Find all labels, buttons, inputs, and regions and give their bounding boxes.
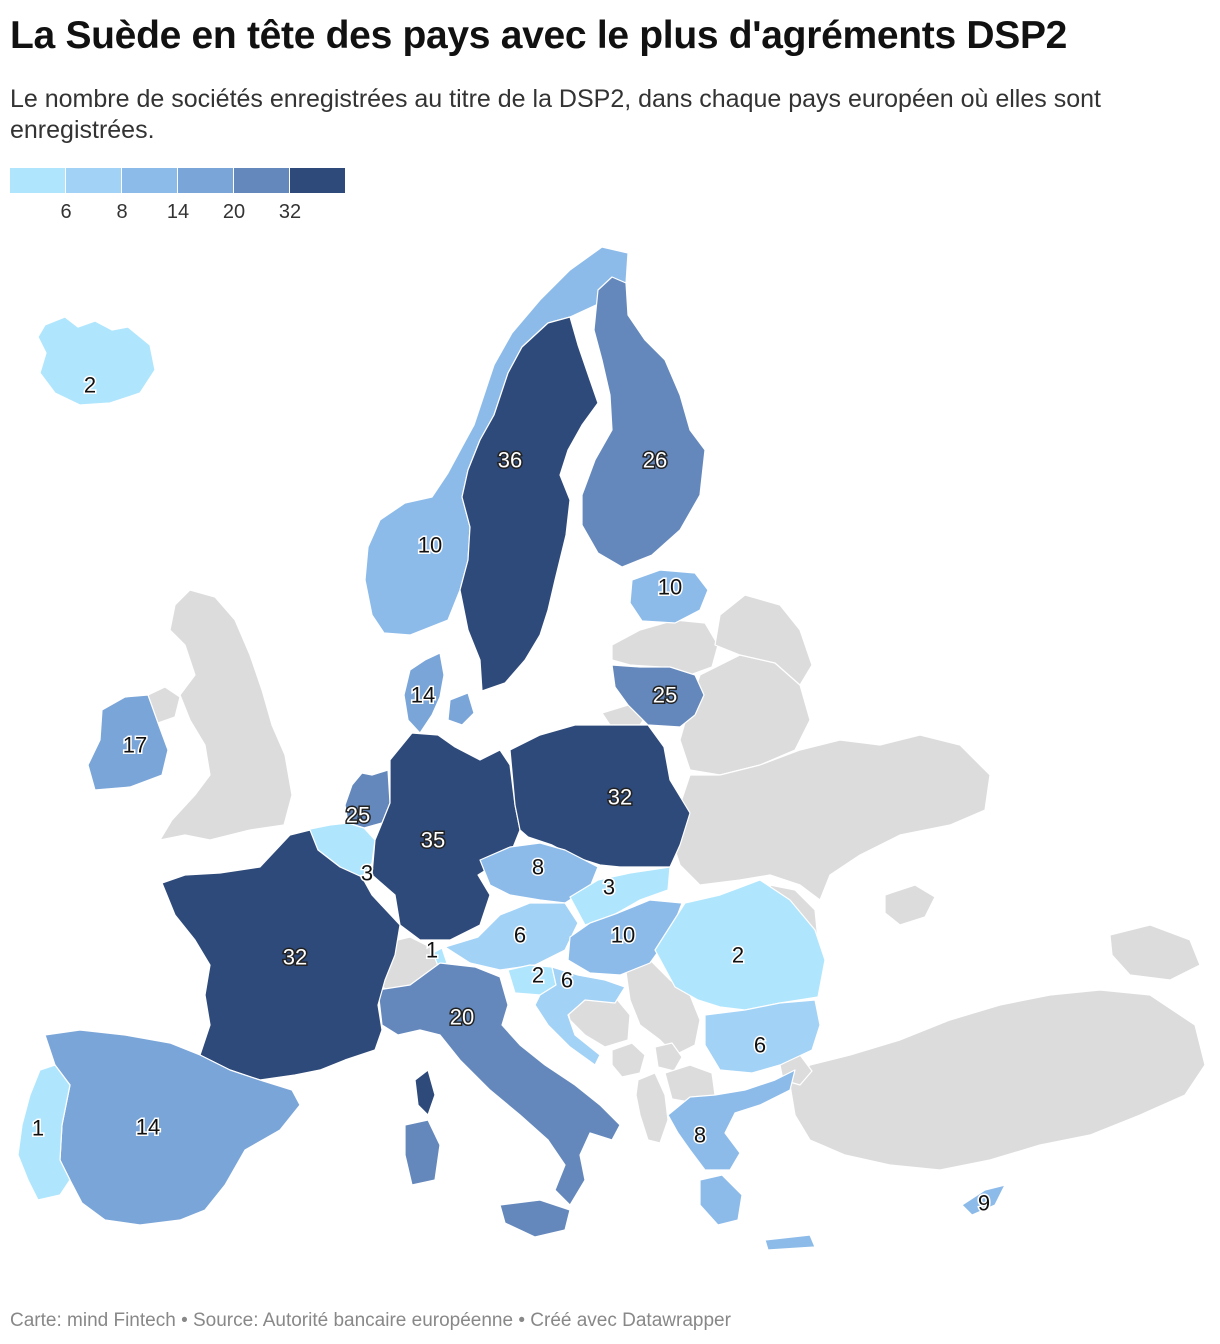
value-label-hungary: 10 — [611, 923, 635, 948]
russia-west — [714, 594, 813, 686]
value-label-iceland: 2 — [84, 373, 96, 398]
austria — [444, 902, 579, 971]
bulgaria — [704, 999, 821, 1074]
value-label-austria: 6 — [514, 923, 526, 948]
kosovo — [654, 1042, 683, 1072]
value-label-portugal: 1 — [32, 1116, 44, 1141]
legend-swatch-5 — [290, 168, 345, 193]
liechtenstein — [432, 947, 448, 967]
legend-swatch-0 — [10, 168, 65, 193]
germany — [371, 732, 521, 941]
legend-swatch-1 — [66, 168, 121, 193]
value-label-italy: 20 — [450, 1005, 474, 1030]
value-label-slovakia: 3 — [603, 875, 615, 900]
value-label-cyprus: 9 — [978, 1191, 990, 1216]
montenegro — [611, 1042, 646, 1078]
legend-swatch-4 — [234, 168, 289, 193]
chart-title: La Suède en tête des pays avec le plus d… — [10, 14, 1068, 57]
value-label-finland: 26 — [643, 448, 667, 473]
serbia — [624, 959, 701, 1056]
value-label-norway: 10 — [418, 533, 442, 558]
finland — [581, 276, 706, 568]
romania — [654, 879, 826, 1011]
value-label-slovenia: 2 — [532, 963, 544, 988]
albania — [635, 1072, 669, 1144]
color-legend: 6 8 14 20 32 — [10, 168, 346, 228]
value-label-france: 32 — [283, 945, 307, 970]
sweden — [459, 316, 599, 692]
value-label-belgium: 3 — [361, 861, 373, 886]
united-kingdom — [159, 589, 293, 841]
value-label-liechtenstein: 1 — [426, 938, 438, 963]
value-label-sweden: 36 — [498, 448, 522, 473]
value-label-croatia: 6 — [561, 968, 573, 993]
value-label-ireland: 17 — [123, 733, 147, 758]
turkey — [789, 989, 1206, 1171]
value-label-lithuania: 25 — [653, 683, 677, 708]
cyprus — [961, 1184, 1006, 1216]
lithuania — [611, 664, 705, 728]
france — [161, 829, 401, 1081]
data-countries — [17, 246, 1006, 1251]
iceland — [37, 316, 156, 406]
value-label-spain: 14 — [136, 1115, 160, 1140]
legend-swatches — [10, 168, 346, 193]
value-label-romania: 2 — [732, 943, 744, 968]
ireland — [87, 694, 169, 791]
value-label-germany: 35 — [421, 828, 445, 853]
estonia — [629, 569, 709, 624]
legend-tick: 8 — [116, 201, 128, 223]
italy — [377, 962, 621, 1238]
legend-swatch-2 — [122, 168, 177, 193]
georgia — [1109, 924, 1201, 981]
value-label-netherlands: 25 — [346, 803, 370, 828]
denmark — [403, 652, 475, 734]
legend-tick: 6 — [60, 201, 72, 223]
no-data-countries — [144, 589, 1206, 1171]
value-label-czechia: 8 — [532, 855, 544, 880]
value-label-estonia: 10 — [658, 575, 682, 600]
chart-footer: Carte: mind Fintech • Source: Autorité b… — [10, 1310, 731, 1331]
legend-swatch-3 — [178, 168, 233, 193]
legend-tick: 32 — [278, 201, 302, 223]
value-label-poland: 32 — [608, 785, 632, 810]
value-label-denmark: 14 — [411, 683, 435, 708]
crimea — [884, 884, 936, 926]
legend-tick: 20 — [222, 201, 246, 223]
value-label-greece: 8 — [694, 1123, 706, 1148]
portugal — [17, 1064, 71, 1201]
legend-tick: 14 — [166, 201, 190, 223]
greece — [667, 1069, 816, 1251]
corsica-france — [414, 1069, 436, 1116]
croatia — [534, 966, 626, 1066]
latvia — [611, 619, 719, 676]
europe-map: 2 10 36 26 10 25 14 17 25 3 35 32 8 3 6 10 1 2 6 2 6 8 9 20 32 14… — [0, 235, 1220, 1300]
chart-subtitle: Le nombre de sociétés enregistrées au ti… — [10, 85, 1101, 144]
ukraine — [669, 734, 991, 901]
value-label-bulgaria: 6 — [754, 1033, 766, 1058]
